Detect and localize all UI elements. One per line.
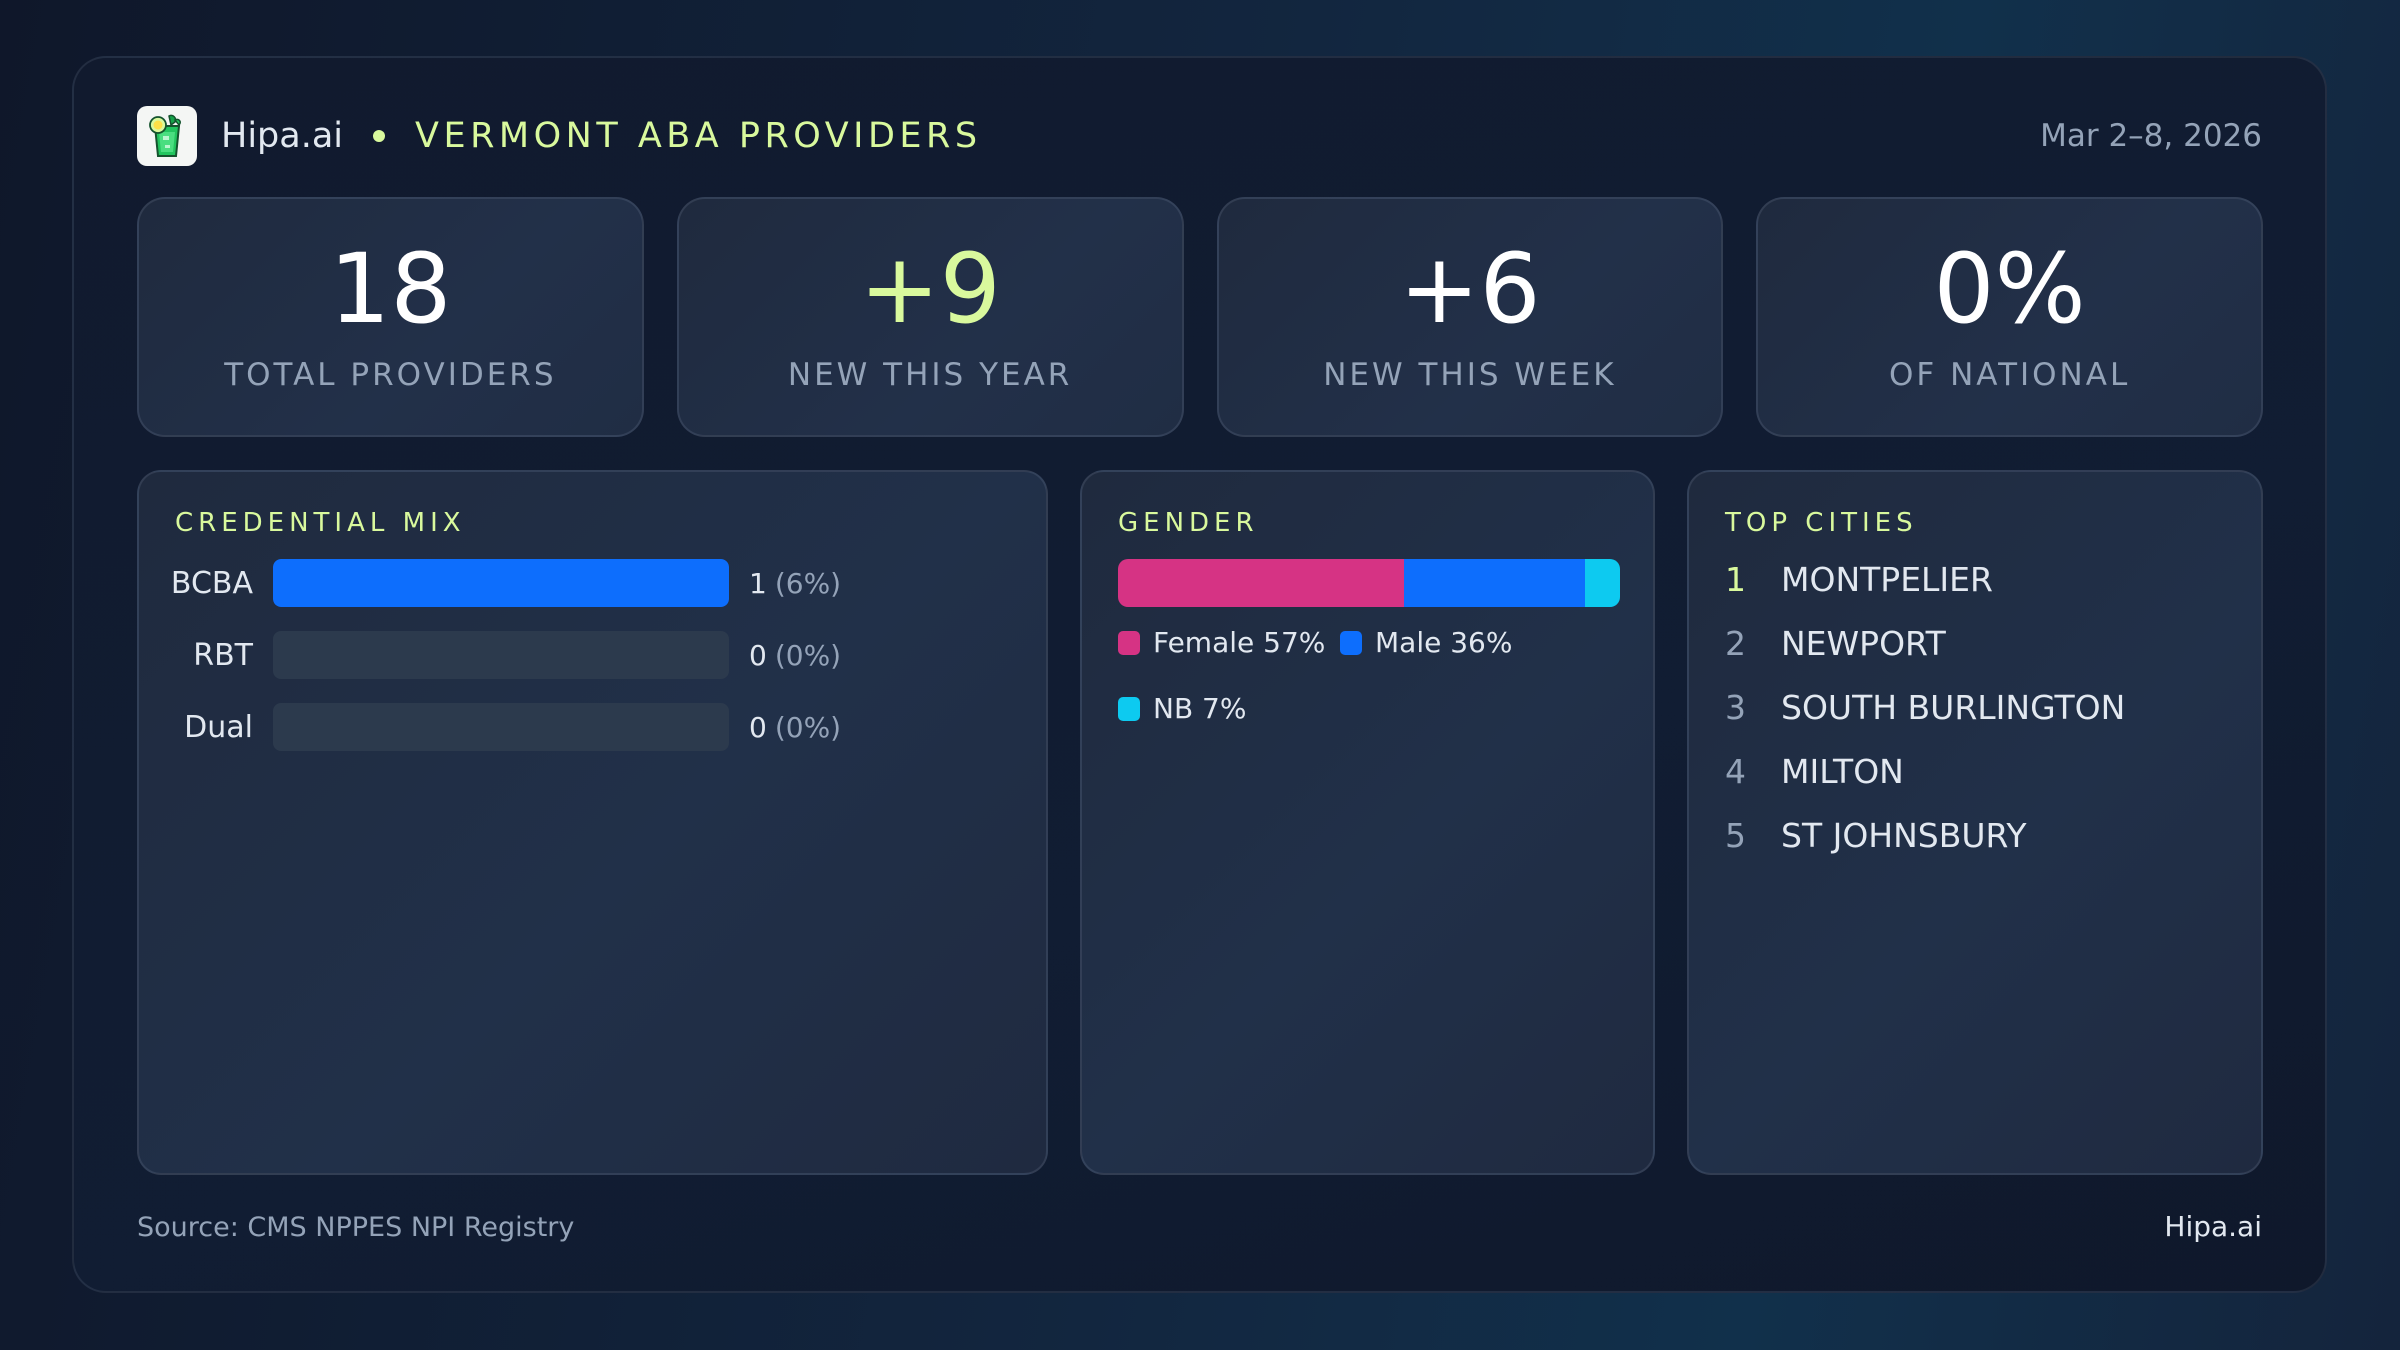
stat-card-of-national: 0% OF NATIONAL xyxy=(1756,197,2263,437)
gender-segment-male xyxy=(1404,559,1585,607)
legend-swatch xyxy=(1118,630,1140,655)
credential-percent: (0%) xyxy=(774,638,842,672)
gender-panel: GENDER Female 57% Male 36% NB 7% xyxy=(1080,470,1655,1175)
city-row: 5 ST JOHNSBURY xyxy=(1725,816,2027,855)
separator-dot xyxy=(373,130,386,142)
credential-percent: (0%) xyxy=(774,710,842,744)
stat-label: TOTAL PROVIDERS xyxy=(224,357,557,393)
city-rank: 4 xyxy=(1725,752,1746,791)
footer-brand: Hipa.ai xyxy=(2164,1210,2262,1243)
legend-label: NB 7% xyxy=(1153,692,1247,725)
city-name: MONTPELIER xyxy=(1781,560,1993,599)
page-title: VERMONT ABA PROVIDERS xyxy=(415,116,982,156)
stat-value: +9 xyxy=(859,233,1001,345)
gender-stacked-bar xyxy=(1118,559,1620,607)
stat-card-new-this-week: +6 NEW THIS WEEK xyxy=(1216,197,1724,437)
mojito-glass-icon xyxy=(137,106,197,166)
stat-value: 18 xyxy=(329,233,452,345)
city-row: 1 MONTPELIER xyxy=(1725,560,1993,599)
city-name: SOUTH BURLINGTON xyxy=(1781,688,2126,727)
credential-bar-track xyxy=(273,559,729,607)
credential-label: Dual xyxy=(184,709,253,745)
legend-item-nb: NB 7% xyxy=(1118,692,1246,725)
credential-mix-panel: CREDENTIAL MIX BCBA 1 (6%) RBT 0 (0%) Du… xyxy=(137,470,1048,1175)
top-cities-panel: TOP CITIES 1 MONTPELIER 2 NEWPORT 3 SOUT… xyxy=(1687,470,2263,1175)
city-name: ST JOHNSBURY xyxy=(1781,816,2027,855)
gender-segment-nb xyxy=(1584,559,1620,607)
city-rank: 3 xyxy=(1725,688,1746,727)
legend-label: Female 57% xyxy=(1153,626,1326,659)
legend-item-female: Female 57% xyxy=(1118,626,1325,659)
city-rank: 2 xyxy=(1725,624,1746,663)
stat-label: NEW THIS YEAR xyxy=(787,357,1073,393)
credential-count: 0 xyxy=(749,638,767,672)
stat-value: 0% xyxy=(1933,233,2086,345)
header: Hipa.ai VERMONT ABA PROVIDERS Mar 2–8, 2… xyxy=(137,105,2262,167)
legend-swatch xyxy=(1340,630,1362,655)
credential-bar-track xyxy=(273,631,729,679)
brand-name: Hipa.ai xyxy=(221,116,344,156)
credential-count: 0 xyxy=(749,710,767,744)
credential-percent: (6%) xyxy=(774,566,842,600)
stat-label: OF NATIONAL xyxy=(1889,357,2131,393)
city-row: 4 MILTON xyxy=(1725,752,1904,791)
credential-row-rbt: RBT 0 (0%) xyxy=(139,631,841,679)
gender-segment-female xyxy=(1118,559,1405,607)
stat-card-total-providers: 18 TOTAL PROVIDERS xyxy=(137,197,644,437)
stat-label: NEW THIS WEEK xyxy=(1323,357,1617,393)
city-row: 2 NEWPORT xyxy=(1725,624,1946,663)
stat-cards: 18 TOTAL PROVIDERS +9 NEW THIS YEAR +6 N… xyxy=(137,197,2263,437)
date-range: Mar 2–8, 2026 xyxy=(2040,118,2262,154)
legend-label: Male 36% xyxy=(1375,626,1513,659)
credential-bar-track xyxy=(273,703,729,751)
panel-title: TOP CITIES xyxy=(1725,508,1918,538)
legend-item-male: Male 36% xyxy=(1340,626,1512,659)
stat-card-new-this-year: +9 NEW THIS YEAR xyxy=(676,197,1184,437)
city-rank: 1 xyxy=(1725,560,1746,599)
credential-row-bcba: BCBA 1 (6%) xyxy=(139,559,841,607)
panel-title: CREDENTIAL MIX xyxy=(175,508,466,538)
city-name: MILTON xyxy=(1781,752,1904,791)
credential-row-dual: Dual 0 (0%) xyxy=(139,703,841,751)
credential-label: RBT xyxy=(193,637,253,673)
source-note: Source: CMS NPPES NPI Registry xyxy=(137,1212,575,1243)
city-row: 3 SOUTH BURLINGTON xyxy=(1725,688,2125,727)
city-name: NEWPORT xyxy=(1781,624,1946,663)
legend-swatch xyxy=(1118,696,1140,721)
credential-count: 1 xyxy=(749,566,767,600)
city-rank: 5 xyxy=(1725,816,1746,855)
credential-bar-fill xyxy=(273,559,729,607)
credential-label: BCBA xyxy=(170,565,253,601)
stat-value: +6 xyxy=(1399,233,1541,345)
panel-title: GENDER xyxy=(1118,508,1259,538)
